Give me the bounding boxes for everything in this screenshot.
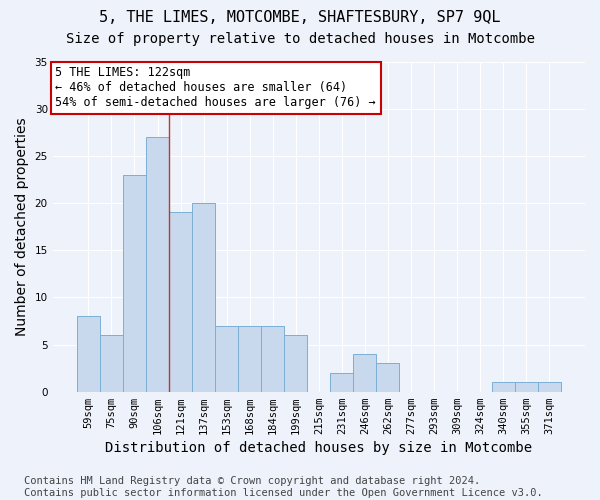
Bar (192, 203, 215, 392)
Bar (146, 137, 169, 392)
Bar (123, 174, 146, 392)
Text: 5 THE LIMES: 122sqm
← 46% of detached houses are smaller (64)
54% of semi-detach: 5 THE LIMES: 122sqm ← 46% of detached ho… (55, 66, 376, 110)
Bar (215, 326, 238, 392)
Bar (515, 382, 538, 392)
Bar (491, 382, 515, 392)
Bar (169, 212, 192, 392)
Bar (77, 316, 100, 392)
Bar (376, 364, 400, 392)
Bar (261, 326, 284, 392)
Bar (538, 382, 561, 392)
Bar (353, 354, 376, 392)
Bar (238, 326, 261, 392)
Bar (100, 335, 123, 392)
Y-axis label: Number of detached properties: Number of detached properties (15, 118, 29, 336)
Text: Contains HM Land Registry data © Crown copyright and database right 2024.
Contai: Contains HM Land Registry data © Crown c… (24, 476, 543, 498)
Text: 5, THE LIMES, MOTCOMBE, SHAFTESBURY, SP7 9QL: 5, THE LIMES, MOTCOMBE, SHAFTESBURY, SP7… (99, 10, 501, 25)
Bar (284, 335, 307, 392)
Bar (331, 373, 353, 392)
X-axis label: Distribution of detached houses by size in Motcombe: Distribution of detached houses by size … (105, 441, 532, 455)
Text: Size of property relative to detached houses in Motcombe: Size of property relative to detached ho… (65, 32, 535, 46)
